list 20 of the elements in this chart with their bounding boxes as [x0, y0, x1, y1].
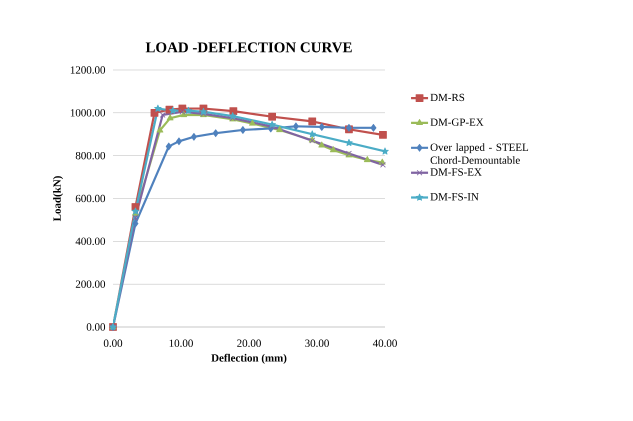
- legend-label: DM-FS-EX: [430, 168, 482, 176]
- legend-label: DM-RS: [430, 94, 464, 102]
- y-tick-label: 200.00: [76, 280, 106, 288]
- x-tick-label: 40.00: [372, 340, 397, 347]
- x-tick-label: 20.00: [237, 340, 261, 347]
- x-tick-label: 30.00: [305, 340, 329, 347]
- x-tick-label: 10.00: [170, 340, 193, 347]
- y-tick-label: 1200.00: [70, 66, 106, 74]
- x-axis-title: Deflection (mm): [211, 354, 286, 364]
- legend-label: DM-FS-IN: [430, 193, 479, 200]
- chart-title: LOAD -DEFLECTION CURVE: [146, 42, 352, 52]
- y-tick-label: 600.00: [76, 194, 106, 202]
- y-tick-label: 800.00: [76, 152, 106, 160]
- legend-label: Over lapped - STEEL Chord-Demountable: [430, 143, 528, 164]
- y-tick-label: 400.00: [76, 238, 106, 246]
- y-tick-label: 1000.00: [70, 109, 106, 117]
- x-tick-label: 0.00: [104, 340, 122, 347]
- legend-label: DM-GP-EX: [430, 118, 484, 126]
- y-tick-label: 0.00: [86, 323, 106, 331]
- y-axis-title: Load(kN): [53, 176, 64, 222]
